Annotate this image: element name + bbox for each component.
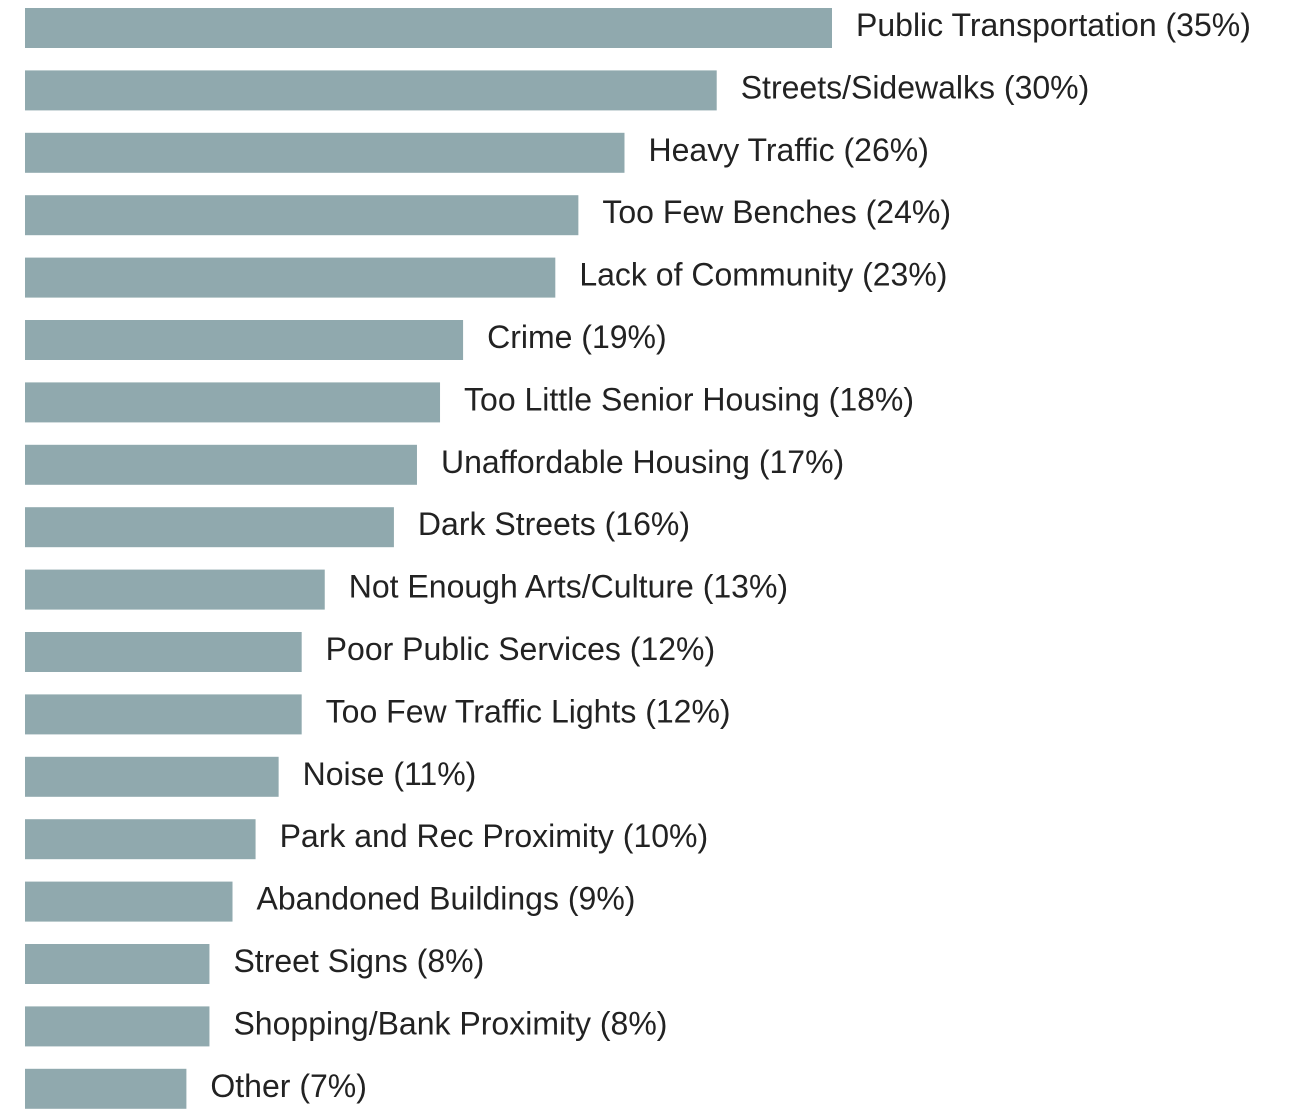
bar — [25, 382, 441, 423]
bar — [25, 195, 579, 236]
value-label: (19%) — [581, 319, 666, 355]
category-label: Shopping/Bank Proximity — [233, 1006, 591, 1042]
value-label: (17%) — [759, 444, 844, 480]
bar-label: Dark Streets (16%) — [418, 507, 690, 543]
value-label: (10%) — [623, 819, 708, 855]
value-label: (11%) — [393, 756, 476, 792]
bar-label: Too Few Benches (24%) — [602, 195, 951, 231]
bar — [25, 569, 325, 610]
value-label: (9%) — [568, 881, 636, 917]
bar-label: Other (7%) — [210, 1068, 366, 1104]
category-label: Street Signs — [233, 943, 407, 979]
category-label: Heavy Traffic — [648, 132, 834, 168]
bar-label: Noise (11%) — [303, 756, 477, 792]
bar — [25, 8, 832, 48]
category-label: Not Enough Arts/Culture — [349, 569, 694, 605]
bar-label: Heavy Traffic (26%) — [648, 132, 928, 168]
value-label: (7%) — [299, 1068, 367, 1104]
value-label: (18%) — [829, 382, 914, 418]
category-label: Lack of Community — [579, 257, 853, 293]
bar — [25, 632, 302, 672]
bar — [25, 881, 233, 922]
bar-label: Streets/Sidewalks (30%) — [741, 70, 1090, 106]
value-label: (23%) — [862, 257, 947, 293]
category-label: Too Few Benches — [602, 195, 856, 231]
value-label: (26%) — [844, 132, 929, 168]
value-label: (12%) — [645, 694, 730, 730]
category-label: Streets/Sidewalks — [741, 70, 995, 106]
bar-label: Not Enough Arts/Culture (13%) — [349, 569, 788, 605]
bar-label: Poor Public Services (12%) — [326, 631, 715, 667]
bar — [25, 819, 256, 860]
bar-label: Street Signs (8%) — [233, 943, 484, 979]
category-label: Crime — [487, 319, 572, 355]
bar — [25, 70, 717, 111]
bar — [25, 320, 464, 360]
bar — [25, 944, 210, 984]
value-label: (13%) — [703, 569, 788, 605]
category-label: Poor Public Services — [326, 631, 621, 667]
value-label: (16%) — [605, 507, 690, 543]
value-label: (12%) — [630, 631, 715, 667]
category-label: Abandoned Buildings — [257, 881, 559, 917]
bar-label: Unaffordable Housing (17%) — [441, 444, 844, 480]
category-label: Other — [210, 1068, 290, 1104]
bar — [25, 444, 417, 485]
bar — [25, 132, 625, 173]
value-label: (8%) — [600, 1006, 668, 1042]
category-label: Park and Rec Proximity — [280, 819, 614, 855]
value-label: (8%) — [417, 943, 485, 979]
bar-label: Lack of Community (23%) — [579, 257, 947, 293]
bar — [25, 1006, 210, 1047]
bar — [25, 756, 279, 797]
category-label: Unaffordable Housing — [441, 444, 750, 480]
bar — [25, 1068, 187, 1109]
bar-label: Too Few Traffic Lights (12%) — [326, 694, 731, 730]
value-label: (35%) — [1166, 7, 1251, 43]
category-label: Too Little Senior Housing — [464, 382, 820, 418]
bar — [25, 257, 556, 298]
bar — [25, 694, 302, 735]
bar-label: Too Little Senior Housing (18%) — [464, 382, 914, 418]
category-label: Public Transportation — [856, 7, 1157, 43]
value-label: (24%) — [866, 195, 951, 231]
bar-label: Crime (19%) — [487, 319, 667, 355]
value-label: (30%) — [1004, 70, 1089, 106]
bar-label: Shopping/Bank Proximity (8%) — [233, 1006, 667, 1042]
category-label: Too Few Traffic Lights — [326, 694, 637, 730]
category-label: Noise — [303, 756, 385, 792]
bar — [25, 507, 394, 548]
bar-label: Public Transportation (35%) — [856, 7, 1251, 43]
category-label: Dark Streets — [418, 507, 596, 543]
bar-label: Park and Rec Proximity (10%) — [280, 819, 709, 855]
bar-label: Abandoned Buildings (9%) — [257, 881, 636, 917]
